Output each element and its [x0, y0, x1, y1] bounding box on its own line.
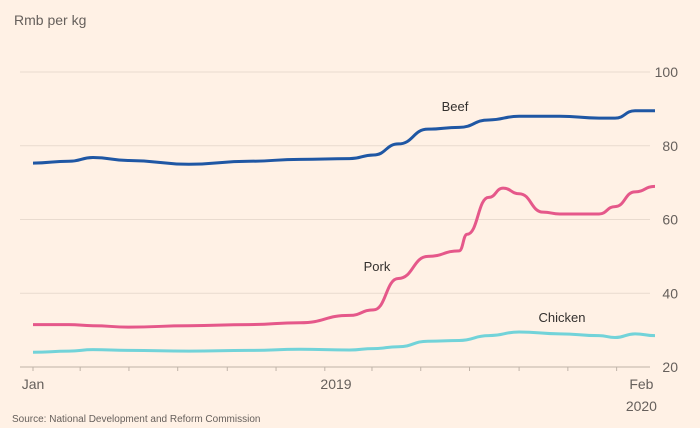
- y-tick-label: 40: [662, 285, 678, 301]
- x-tick-label: 2019: [320, 376, 351, 392]
- series-label-chicken: Chicken: [539, 310, 586, 325]
- x-tick-label: Jan: [22, 376, 45, 392]
- series-label-pork: Pork: [364, 259, 391, 274]
- y-axis-unit-label: Rmb per kg: [14, 12, 87, 28]
- y-tick-label: 80: [662, 138, 678, 154]
- series-line-pork: [33, 184, 656, 329]
- series-line-beef: [32, 109, 656, 166]
- y-tick-label: 100: [655, 64, 679, 80]
- y-tick-label: 60: [662, 212, 678, 228]
- series-line-chicken: [32, 330, 656, 354]
- series-label-beef: Beef: [442, 99, 469, 114]
- x-tick-sublabel: 2020: [626, 398, 657, 414]
- source-note: Source: National Development and Reform …: [12, 414, 261, 425]
- y-tick-label: 20: [662, 359, 678, 375]
- x-tick-label: Feb: [629, 376, 653, 392]
